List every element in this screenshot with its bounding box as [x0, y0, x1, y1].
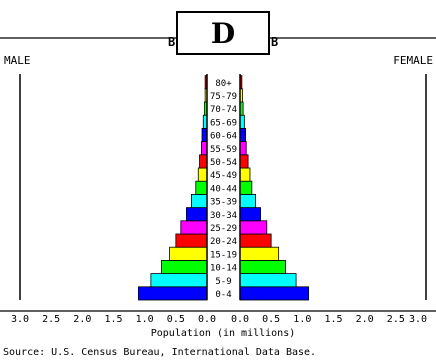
female-bar-60-64 [239, 127, 247, 142]
age-label-45-49: 45-49 [210, 171, 237, 181]
female-bar-50-54 [239, 154, 249, 169]
source-text: Source: U.S. Census Bureau, Internationa… [3, 347, 316, 358]
title-fragment-left: B [168, 35, 175, 49]
x-tick-left-0: 3.0 [11, 314, 29, 325]
male-bar-35-39 [191, 193, 208, 208]
x-tick-left-6: 0.0 [198, 314, 216, 325]
male-bar-15-19 [169, 246, 208, 261]
female-bar-0-4 [239, 286, 309, 301]
male-bar-0-4 [138, 286, 208, 301]
female-bar-45-49 [239, 167, 251, 182]
x-tick-right-2: 1.0 [293, 314, 311, 325]
male-bar-30-34 [186, 207, 208, 222]
age-label-10-14: 10-14 [210, 264, 237, 274]
age-label-0-4: 0-4 [215, 290, 231, 300]
female-bar-30-34 [239, 207, 261, 222]
age-label-20-24: 20-24 [210, 237, 237, 247]
x-tick-left-5: 0.5 [167, 314, 185, 325]
x-tick-right-6: 3.0 [409, 314, 427, 325]
age-label-30-34: 30-34 [210, 211, 237, 221]
age-label-60-64: 60-64 [210, 132, 237, 142]
male-bar-20-24 [175, 233, 208, 248]
age-label-35-39: 35-39 [210, 198, 237, 208]
age-labels: 0-4 5-9 10-14 15-19 20-24 25-29 30-34 35-39 40-4… [210, 79, 237, 300]
age-label-15-19: 15-19 [210, 250, 237, 260]
male-bar-25-29 [180, 220, 208, 235]
x-ticks-left: 3.0 2.5 2.0 1.5 1.0 0.5 0.0 [11, 74, 241, 325]
female-bar-25-29 [239, 220, 268, 235]
age-label-50-54: 50-54 [210, 158, 237, 168]
x-tick-right-4: 2.0 [356, 314, 374, 325]
x-tick-right-5: 2.5 [387, 314, 405, 325]
female-bar-55-59 [239, 141, 247, 156]
x-tick-left-3: 1.5 [104, 314, 122, 325]
age-label-25-29: 25-29 [210, 224, 237, 234]
x-tick-right-1: 0.5 [262, 314, 280, 325]
panel-letter-badge: D [176, 11, 270, 55]
age-label-65-69: 65-69 [210, 118, 237, 128]
age-label-55-59: 55-59 [210, 145, 237, 155]
male-bar-50-54 [199, 154, 208, 169]
female-bars [239, 75, 309, 301]
age-label-80+: 80+ [215, 79, 232, 89]
male-bars [138, 75, 208, 301]
female-bar-15-19 [239, 246, 280, 261]
age-label-5-9: 5-9 [215, 277, 231, 287]
female-bar-10-14 [239, 259, 286, 274]
male-bar-55-59 [200, 141, 208, 156]
x-ticks-right: 0.0 0.5 1.0 1.5 2.0 2.5 3.0 [231, 314, 427, 325]
female-bar-35-39 [239, 193, 256, 208]
x-axis-label: Population (in millions) [151, 328, 296, 339]
x-tick-right-0: 0.0 [231, 314, 249, 325]
female-label: FEMALE [393, 54, 433, 67]
age-label-70-74: 70-74 [210, 105, 237, 115]
male-bar-5-9 [150, 273, 208, 288]
female-bar-20-24 [239, 233, 272, 248]
age-label-75-79: 75-79 [210, 92, 237, 102]
female-bar-40-44 [239, 180, 253, 195]
age-label-40-44: 40-44 [210, 184, 237, 194]
male-bar-40-44 [195, 180, 208, 195]
x-tick-left-2: 2.0 [73, 314, 91, 325]
x-tick-left-4: 1.0 [136, 314, 154, 325]
x-tick-right-3: 1.5 [324, 314, 342, 325]
male-label: MALE [4, 54, 31, 67]
female-bar-5-9 [239, 273, 297, 288]
x-tick-left-1: 2.5 [42, 314, 60, 325]
male-bar-10-14 [161, 259, 208, 274]
male-bar-45-49 [197, 167, 208, 182]
title-fragment-right: B [271, 35, 278, 49]
